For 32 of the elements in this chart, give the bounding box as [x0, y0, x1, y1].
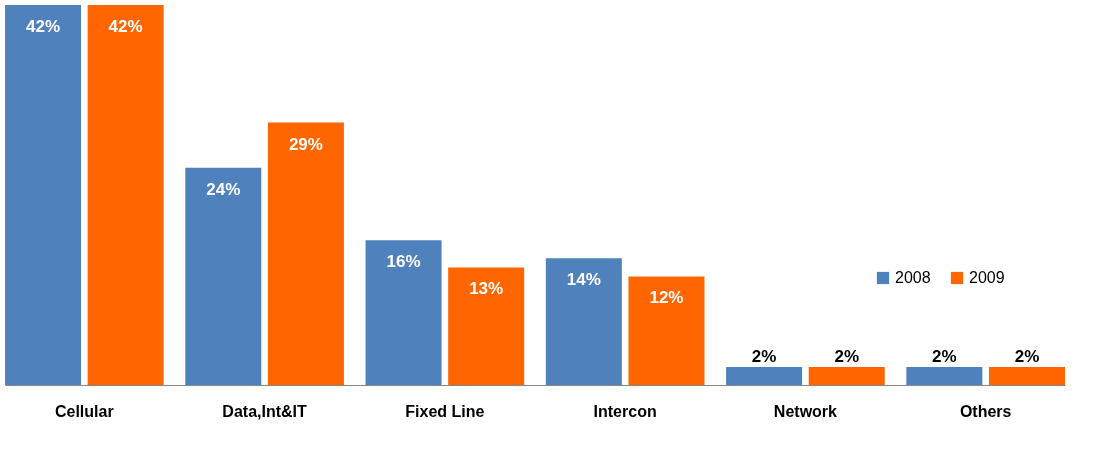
- bar: [628, 276, 705, 385]
- data-label: 16%: [386, 252, 421, 272]
- bar: [988, 366, 1065, 385]
- x-tick-label: Network: [773, 402, 838, 420]
- bar: [726, 366, 803, 385]
- data-label: 2%: [932, 346, 957, 366]
- x-tick-label: Cellular: [54, 402, 114, 420]
- data-label: 14%: [566, 270, 601, 290]
- data-label: 2%: [751, 346, 777, 366]
- x-tick-label: Intercon: [593, 402, 657, 420]
- bar: [906, 366, 983, 385]
- data-label: 42%: [25, 17, 61, 36]
- bar: [448, 267, 525, 385]
- data-label: 2%: [1014, 346, 1040, 366]
- bar: [545, 258, 622, 385]
- bar: [87, 5, 164, 385]
- x-tick-label: Fixed Line: [405, 402, 485, 420]
- data-label: 29%: [288, 134, 323, 154]
- x-tick-label: Data,Int&IT: [222, 402, 308, 420]
- data-label: 13%: [469, 279, 504, 299]
- data-label: 2%: [834, 346, 860, 366]
- data-label: 12%: [649, 288, 684, 308]
- bar: [808, 366, 885, 385]
- bar: [5, 5, 82, 385]
- legend-label: 2009: [969, 269, 1005, 286]
- data-label: 24%: [206, 179, 241, 199]
- data-label: 42%: [108, 17, 143, 36]
- bar: [365, 240, 442, 385]
- legend-label: 2008: [895, 269, 931, 286]
- bar: [267, 122, 344, 385]
- x-tick-label: Others: [959, 402, 1012, 420]
- bar: [185, 167, 262, 385]
